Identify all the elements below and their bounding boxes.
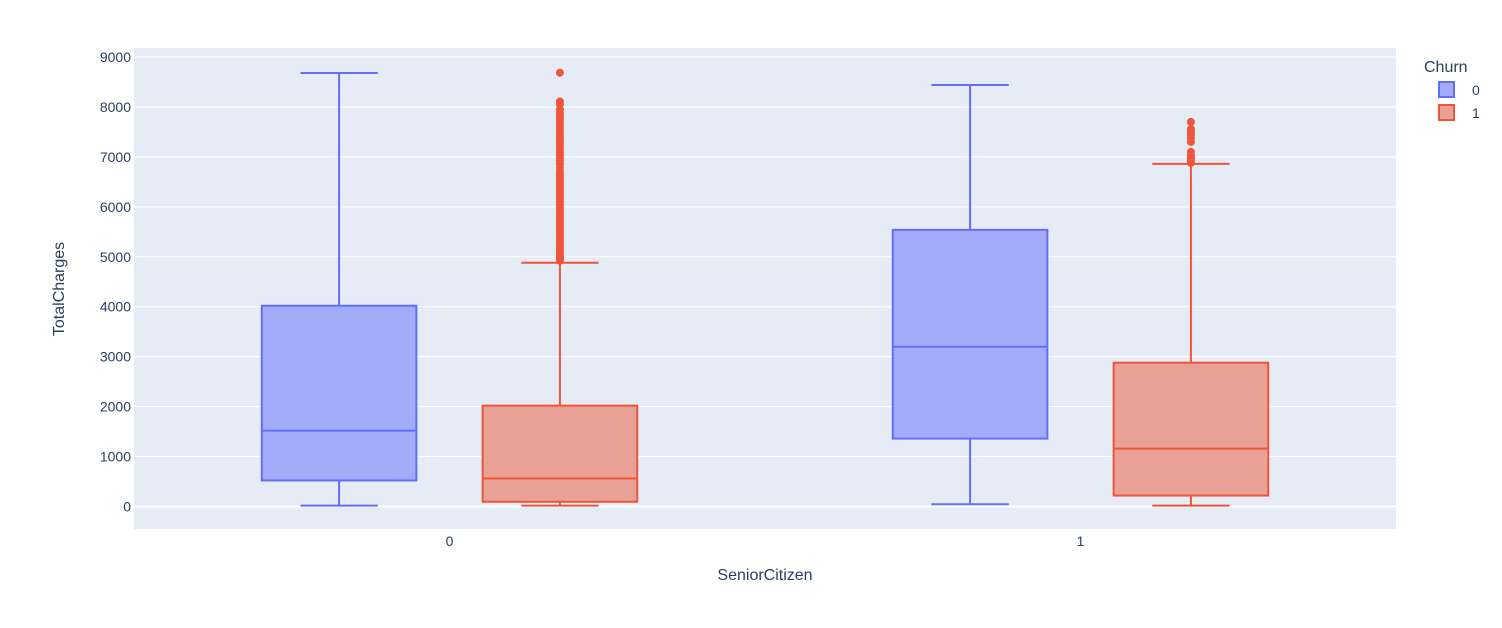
y-tick-label: 1000: [100, 449, 131, 465]
box-series-1-category-1: [1112, 117, 1270, 507]
y-tick-label: 2000: [100, 399, 131, 415]
legend-title: Churn: [1424, 59, 1468, 76]
iqr-box: [1112, 361, 1270, 497]
box-series-0-category-0: [260, 71, 418, 507]
y-tick-label: 5000: [100, 249, 131, 265]
outlier-point: [555, 97, 564, 106]
iqr-box: [260, 304, 418, 482]
y-tick-label: 7000: [100, 149, 131, 165]
outlier-point: [555, 68, 564, 77]
outlier-point: [1186, 117, 1195, 126]
y-tick-label: 3000: [100, 349, 131, 365]
iqr-box: [481, 404, 639, 503]
iqr-box: [891, 228, 1049, 440]
outlier-point: [1186, 147, 1195, 156]
legend-item-1[interactable]: 1: [1438, 104, 1480, 121]
y-tick-label: 0: [123, 499, 131, 515]
x-tick-label: 1: [1077, 533, 1085, 549]
x-axis-title: SeniorCitizen: [717, 567, 812, 584]
box-series-1-category-0: [481, 68, 639, 507]
y-tick-label: 6000: [100, 199, 131, 215]
y-tick-label: 9000: [100, 49, 131, 65]
legend-swatch: [1438, 81, 1455, 98]
outlier-point: [1186, 124, 1195, 133]
legend-swatch: [1438, 104, 1455, 121]
box-series-0-category-1: [891, 83, 1049, 506]
y-tick-label: 8000: [100, 99, 131, 115]
legend-label: 1: [1472, 105, 1480, 121]
x-tick-label: 0: [446, 533, 454, 549]
legend[interactable]: Churn 0 1: [1424, 59, 1480, 121]
legend-item-0[interactable]: 0: [1438, 81, 1480, 98]
legend-label: 0: [1472, 82, 1480, 98]
y-axis-title: TotalCharges: [51, 242, 68, 336]
boxes: [260, 68, 1270, 507]
y-axis-ticks: 0 1000 2000 3000 4000 5000 6000 7000 8000 9000: [100, 49, 131, 515]
y-tick-label: 4000: [100, 299, 131, 315]
